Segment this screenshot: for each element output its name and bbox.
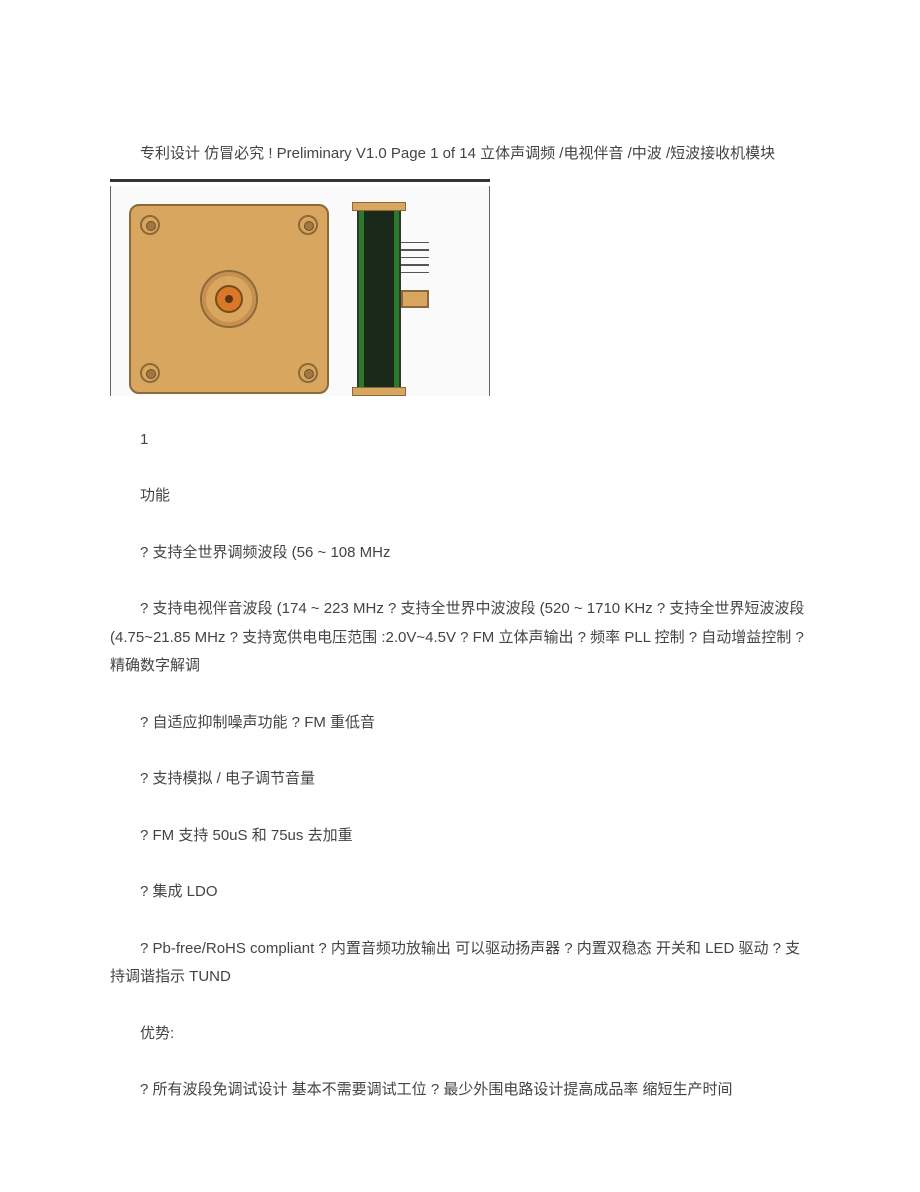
section-number: 1 [110,426,810,455]
pins-group [401,242,429,280]
module-front-view [129,204,329,394]
module-diagram [110,179,490,396]
advantages-label: 优势: [110,1020,810,1049]
feature-line: ? 集成 LDO [110,878,810,907]
screw-icon [298,363,318,383]
center-hub-icon [200,270,258,328]
feature-line: ? FM 支持 50uS 和 75us 去加重 [110,822,810,851]
pin-icon [401,249,429,251]
screw-icon [298,215,318,235]
feature-text: ? Pb-free/RoHS compliant ? 内置音频功放输出 可以驱动… [110,940,800,986]
pin-icon [401,242,429,244]
pin-icon [401,264,429,266]
feature-line: ? 自适应抑制噪声功能 ? FM 重低音 [110,709,810,738]
pin-icon [401,272,429,274]
screw-icon [140,363,160,383]
side-cap-icon [352,202,406,211]
screw-icon [140,215,160,235]
side-body [357,204,401,394]
feature-line: ? 支持全世界调频波段 (56 ~ 108 MHz [110,539,810,568]
feature-text: ? 支持电视伴音波段 (174 ~ 223 MHz ? 支持全世界中波波段 (5… [110,600,804,674]
advantage-line: ? 所有波段免调试设计 基本不需要调试工位 ? 最少外围电路设计提高成品率 缩短… [110,1076,810,1105]
feature-line: ? Pb-free/RoHS compliant ? 内置音频功放输出 可以驱动… [110,935,810,992]
section-title: 功能 [110,482,810,511]
feature-line: ? 支持电视伴音波段 (174 ~ 223 MHz ? 支持全世界中波波段 (5… [110,595,810,681]
module-side-view [349,204,439,394]
side-knob-icon [401,290,429,308]
feature-line: ? 支持模拟 / 电子调节音量 [110,765,810,794]
pin-icon [401,257,429,259]
side-cap-icon [352,387,406,396]
document-header: 专利设计 仿冒必究 ! Preliminary V1.0 Page 1 of 1… [110,140,810,169]
